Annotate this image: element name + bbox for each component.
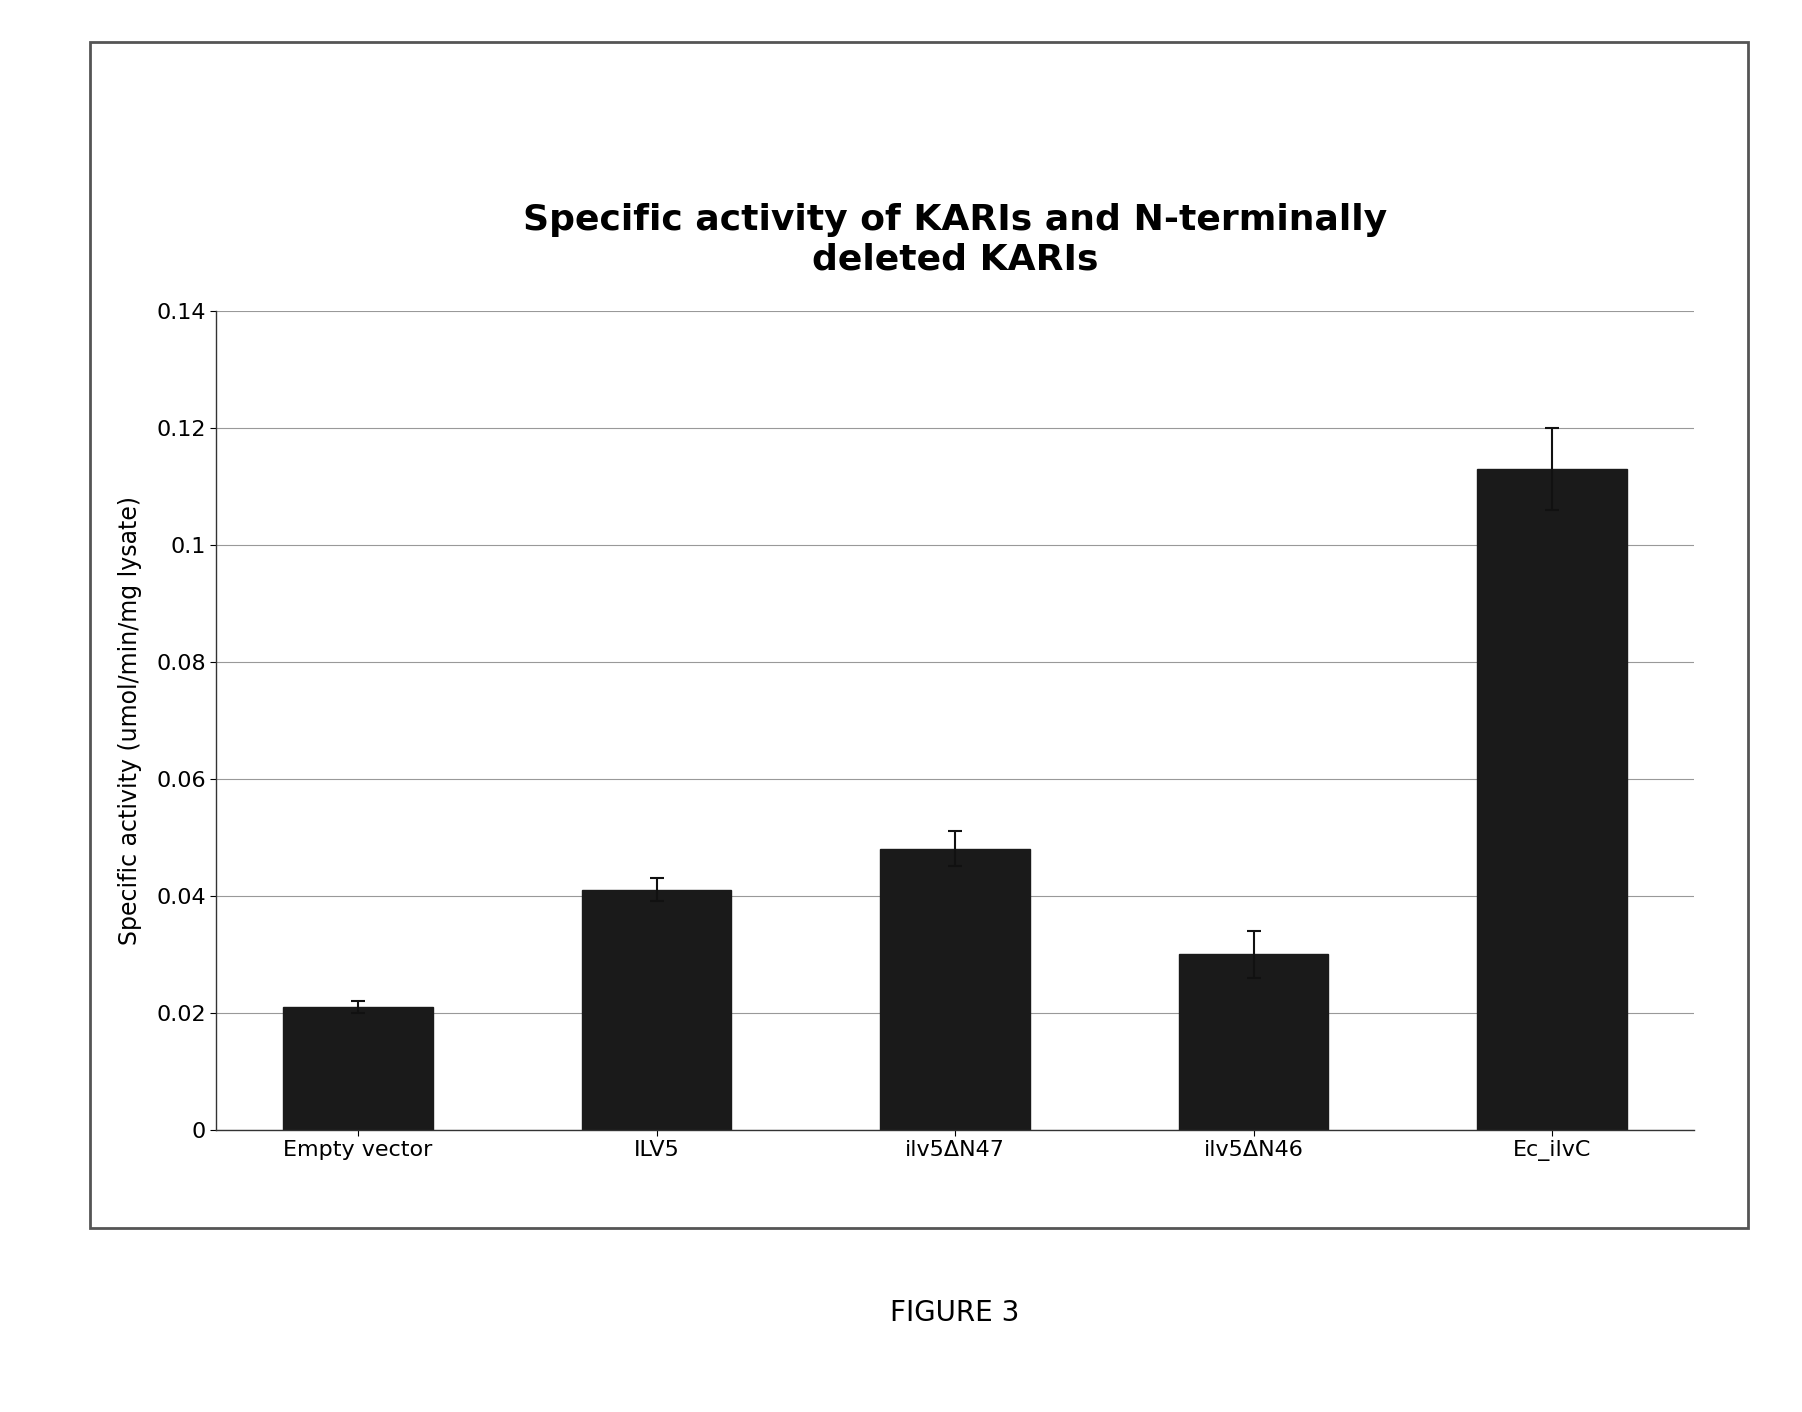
Bar [283, 1007, 432, 1130]
Bar [582, 890, 732, 1130]
Bar [1478, 469, 1627, 1130]
Bar [881, 849, 1029, 1130]
Text: Specific activity of KARIs and N-terminally
deleted KARIs: Specific activity of KARIs and N-termina… [523, 203, 1388, 277]
Bar [1179, 955, 1328, 1130]
Y-axis label: Specific activity (umol/min/mg lysate): Specific activity (umol/min/mg lysate) [119, 496, 142, 945]
Text: FIGURE 3: FIGURE 3 [890, 1299, 1020, 1327]
